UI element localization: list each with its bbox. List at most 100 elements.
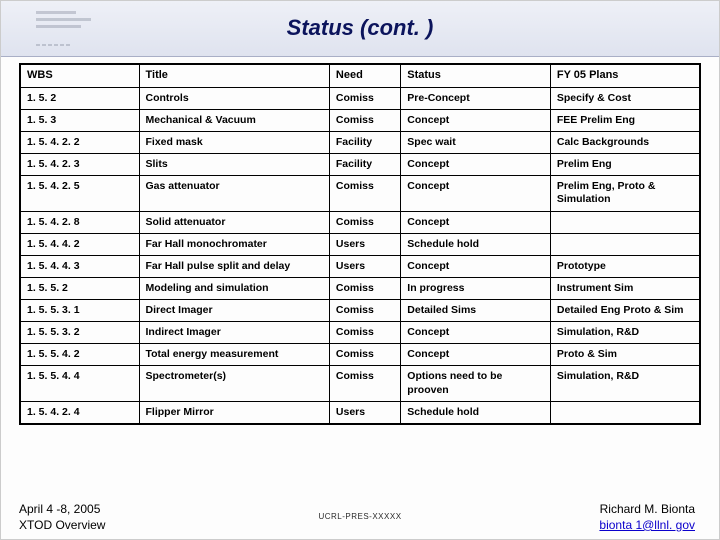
table-cell: Prelim Eng, Proto & Simulation bbox=[550, 176, 700, 211]
col-header-wbs: WBS bbox=[20, 64, 139, 87]
col-header-title: Title bbox=[139, 64, 329, 87]
table-row: 1. 5. 4. 4. 3Far Hall pulse split and de… bbox=[20, 255, 700, 277]
table-cell: Flipper Mirror bbox=[139, 401, 329, 424]
table-cell: Options need to be prooven bbox=[401, 366, 551, 401]
table-body: 1. 5. 2ControlsComissPre-ConceptSpecify … bbox=[20, 87, 700, 424]
table-cell: Comiss bbox=[329, 176, 400, 211]
footer-author: Richard M. Bionta bbox=[599, 501, 695, 517]
table-row: 1. 5. 4. 2. 3SlitsFacilityConceptPrelim … bbox=[20, 154, 700, 176]
table-cell: Prelim Eng bbox=[550, 154, 700, 176]
table-row: 1. 5. 5. 2Modeling and simulationComissI… bbox=[20, 277, 700, 299]
table-cell: Concept bbox=[401, 344, 551, 366]
table-cell bbox=[550, 401, 700, 424]
table-cell: 1. 5. 4. 4. 3 bbox=[20, 255, 139, 277]
table-cell: Specify & Cost bbox=[550, 87, 700, 109]
table-cell: 1. 5. 4. 2. 3 bbox=[20, 154, 139, 176]
table-cell: Slits bbox=[139, 154, 329, 176]
table-row: 1. 5. 5. 4. 2Total energy measurementCom… bbox=[20, 344, 700, 366]
table-cell: 1. 5. 5. 2 bbox=[20, 277, 139, 299]
table-cell: Concept bbox=[401, 109, 551, 131]
col-header-need: Need bbox=[329, 64, 400, 87]
table-cell: Detailed Sims bbox=[401, 300, 551, 322]
footer-right: Richard M. Bionta bionta 1@llnl. gov bbox=[599, 501, 695, 533]
table-cell: Modeling and simulation bbox=[139, 277, 329, 299]
table-cell: Concept bbox=[401, 322, 551, 344]
table-cell: Schedule hold bbox=[401, 233, 551, 255]
table-cell: Comiss bbox=[329, 87, 400, 109]
slide-title: Status (cont. ) bbox=[1, 15, 719, 41]
table-cell: 1. 5. 2 bbox=[20, 87, 139, 109]
table-cell: Total energy measurement bbox=[139, 344, 329, 366]
table-cell: Detailed Eng Proto & Sim bbox=[550, 300, 700, 322]
table-cell: In progress bbox=[401, 277, 551, 299]
table-cell bbox=[550, 211, 700, 233]
table-cell: 1. 5. 5. 4. 2 bbox=[20, 344, 139, 366]
table-cell: Facility bbox=[329, 132, 400, 154]
table-cell: Pre-Concept bbox=[401, 87, 551, 109]
table-row: 1. 5. 4. 2. 5Gas attenuatorComissConcept… bbox=[20, 176, 700, 211]
table-row: 1. 5. 4. 4. 2Far Hall monochromaterUsers… bbox=[20, 233, 700, 255]
col-header-plans: FY 05 Plans bbox=[550, 64, 700, 87]
slide: Status (cont. ) WBS Title Need Status FY… bbox=[0, 0, 720, 540]
table-cell: Comiss bbox=[329, 366, 400, 401]
table-row: 1. 5. 5. 3. 1Direct ImagerComissDetailed… bbox=[20, 300, 700, 322]
table-row: 1. 5. 5. 3. 2Indirect ImagerComissConcep… bbox=[20, 322, 700, 344]
status-table-wrap: WBS Title Need Status FY 05 Plans 1. 5. … bbox=[19, 63, 701, 425]
table-cell: Controls bbox=[139, 87, 329, 109]
table-row: 1. 5. 5. 4. 4Spectrometer(s)ComissOption… bbox=[20, 366, 700, 401]
table-cell: 1. 5. 4. 2. 8 bbox=[20, 211, 139, 233]
table-cell: Concept bbox=[401, 211, 551, 233]
table-cell: Users bbox=[329, 255, 400, 277]
table-row: 1. 5. 3Mechanical & VacuumComissConceptF… bbox=[20, 109, 700, 131]
table-cell: Solid attenuator bbox=[139, 211, 329, 233]
table-cell: Concept bbox=[401, 176, 551, 211]
table-cell: Users bbox=[329, 233, 400, 255]
table-cell: Facility bbox=[329, 154, 400, 176]
table-row: 1. 5. 2ControlsComissPre-ConceptSpecify … bbox=[20, 87, 700, 109]
table-cell: Concept bbox=[401, 154, 551, 176]
table-cell: 1. 5. 3 bbox=[20, 109, 139, 131]
table-cell: Spec wait bbox=[401, 132, 551, 154]
table-cell: 1. 5. 5. 3. 1 bbox=[20, 300, 139, 322]
table-cell: Concept bbox=[401, 255, 551, 277]
table-row: 1. 5. 4. 2. 4Flipper MirrorUsersSchedule… bbox=[20, 401, 700, 424]
table-cell: Comiss bbox=[329, 344, 400, 366]
table-cell: Schedule hold bbox=[401, 401, 551, 424]
table-cell: 1. 5. 4. 2. 2 bbox=[20, 132, 139, 154]
table-cell: 1. 5. 4. 2. 4 bbox=[20, 401, 139, 424]
table-cell: Far Hall pulse split and delay bbox=[139, 255, 329, 277]
table-cell: Gas attenuator bbox=[139, 176, 329, 211]
table-cell: Users bbox=[329, 401, 400, 424]
table-row: 1. 5. 4. 2. 2Fixed maskFacilitySpec wait… bbox=[20, 132, 700, 154]
table-cell: Indirect Imager bbox=[139, 322, 329, 344]
table-cell: FEE Prelim Eng bbox=[550, 109, 700, 131]
table-cell: Comiss bbox=[329, 300, 400, 322]
table-cell: Far Hall monochromater bbox=[139, 233, 329, 255]
table-cell: Comiss bbox=[329, 109, 400, 131]
table-cell: Direct Imager bbox=[139, 300, 329, 322]
footer-email: bionta 1@llnl. gov bbox=[599, 517, 695, 533]
table-cell: Simulation, R&D bbox=[550, 366, 700, 401]
table-cell: Spectrometer(s) bbox=[139, 366, 329, 401]
table-cell: Comiss bbox=[329, 277, 400, 299]
table-cell: 1. 5. 4. 4. 2 bbox=[20, 233, 139, 255]
col-header-status: Status bbox=[401, 64, 551, 87]
table-cell: 1. 5. 5. 3. 2 bbox=[20, 322, 139, 344]
banner: Status (cont. ) bbox=[1, 1, 719, 57]
table-cell: Simulation, R&D bbox=[550, 322, 700, 344]
table-cell: Proto & Sim bbox=[550, 344, 700, 366]
table-cell: 1. 5. 5. 4. 4 bbox=[20, 366, 139, 401]
table-cell: Mechanical & Vacuum bbox=[139, 109, 329, 131]
table-header-row: WBS Title Need Status FY 05 Plans bbox=[20, 64, 700, 87]
footer: April 4 -8, 2005 XTOD Overview UCRL-PRES… bbox=[19, 497, 701, 533]
table-cell: Instrument Sim bbox=[550, 277, 700, 299]
table-cell: 1. 5. 4. 2. 5 bbox=[20, 176, 139, 211]
table-cell: Prototype bbox=[550, 255, 700, 277]
table-row: 1. 5. 4. 2. 8Solid attenuatorComissConce… bbox=[20, 211, 700, 233]
table-cell: Calc Backgrounds bbox=[550, 132, 700, 154]
table-cell bbox=[550, 233, 700, 255]
table-cell: Fixed mask bbox=[139, 132, 329, 154]
table-cell: Comiss bbox=[329, 322, 400, 344]
status-table: WBS Title Need Status FY 05 Plans 1. 5. … bbox=[19, 63, 701, 425]
table-cell: Comiss bbox=[329, 211, 400, 233]
